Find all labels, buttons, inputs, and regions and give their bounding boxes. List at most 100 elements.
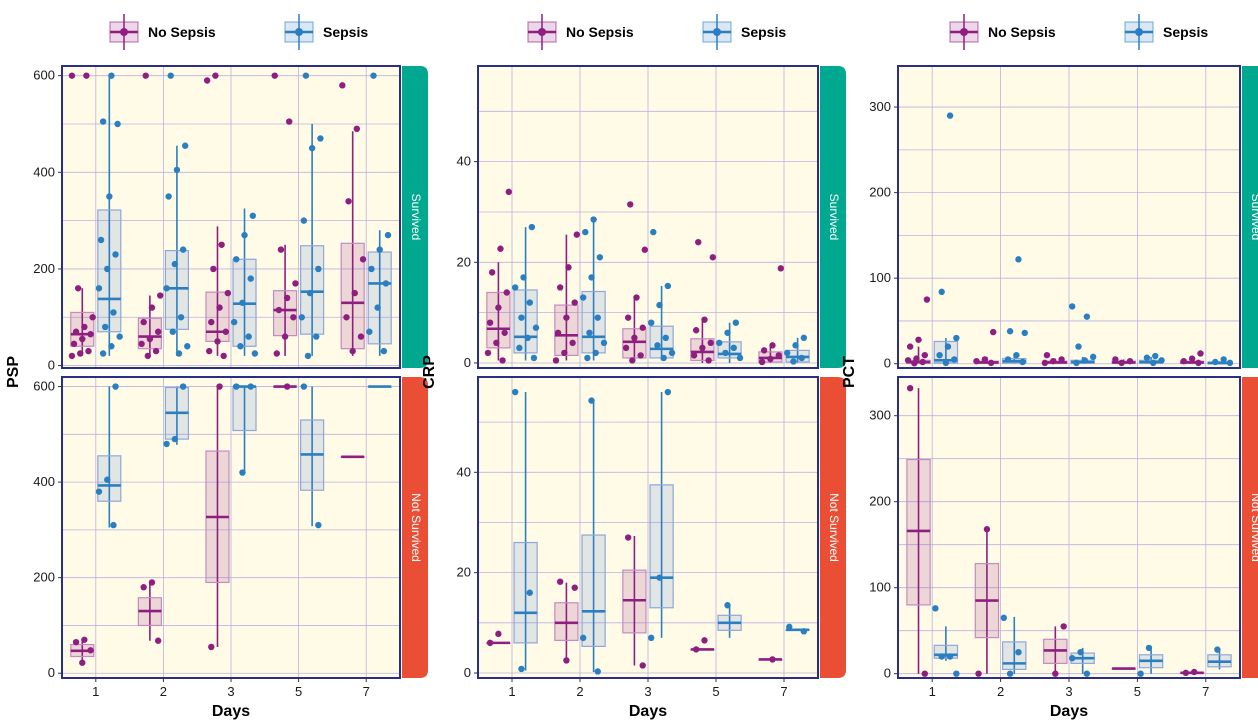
data-point [573,231,581,238]
data-point [486,639,494,647]
data-point [148,579,156,586]
data-point [239,469,246,476]
data-point [532,324,540,331]
data-point [216,383,223,390]
box-no-sepsis-day-3 [203,72,232,360]
y-tick-label: 200 [869,494,891,509]
data-point [290,314,297,321]
facet-strip-label: Survived [409,194,423,241]
data-point [292,280,299,287]
data-point [1081,357,1088,364]
data-point [1060,623,1067,630]
data-point [308,144,316,152]
data-point [140,584,147,591]
data-point [516,344,523,352]
box-no-sepsis-day-5 [1111,667,1136,670]
box-iqr [513,289,538,354]
data-point [579,634,587,642]
legend-item: Sepsis [1124,14,1208,50]
x-tick-label: 1 [92,684,99,699]
data-point [588,274,595,281]
data-point [915,336,922,343]
data-point [656,574,663,581]
data-point [938,288,945,296]
data-point [511,284,519,291]
data-point [493,339,500,347]
box-no-sepsis-day-3 [1041,351,1068,367]
legend-dot [713,28,721,36]
data-point [486,319,494,326]
x-tick-label: 7 [1202,684,1209,699]
box-sepsis-day-1 [511,388,538,673]
data-point [701,316,708,323]
data-point [569,339,576,347]
facet-not-survived: 0 100 200 300 Not Survived [869,376,1258,681]
data-point [68,352,76,360]
chart-panel-crp: No Sepsis Sepsis 0 20 40 Survived 0 20 40 Not Sur… [421,14,846,720]
data-point [777,265,785,272]
data-point [233,383,240,390]
data-point [81,323,88,331]
data-point [210,265,217,273]
data-point [167,72,174,79]
data-point [1043,351,1051,359]
box-sepsis-day-7 [367,385,392,388]
legend-item: No Sepsis [527,14,634,50]
data-point [116,333,123,340]
data-point [283,383,291,390]
y-tick-label: 40 [457,154,471,169]
data-point [154,328,162,335]
data-point [571,584,578,591]
data-point [627,201,634,208]
data-point [281,333,289,340]
data-point [1149,359,1157,367]
x-tick-label: 7 [780,684,787,699]
box-no-sepsis-day-2 [137,72,164,360]
box-sepsis-day-7 [1207,646,1232,670]
facet-strip-label: Not Survived [1249,493,1258,562]
data-point [237,343,244,350]
box-no-sepsis-day-5 [690,637,715,653]
data-point [906,343,914,350]
box-sepsis-day-3 [647,388,674,642]
facet-strip [402,66,428,368]
data-point [68,72,76,79]
data-point [1073,359,1080,367]
data-point [212,72,219,79]
data-point [203,77,211,84]
data-point [95,285,103,292]
x-axis-title: Days [1050,703,1088,720]
data-point [495,304,502,311]
data-point [518,665,525,673]
data-point [973,357,980,365]
data-point [624,534,632,541]
data-point [552,357,560,364]
data-point [692,327,700,334]
data-point [705,357,712,364]
data-point [650,228,657,236]
data-point [1019,358,1026,366]
facet-survived: 0 100 200 300 Survived [869,65,1258,371]
data-point [664,282,672,290]
data-point [343,314,350,321]
data-point [99,118,107,125]
facet-strip-label: Not Survived [827,493,841,562]
box-sepsis-day-2 [1000,614,1027,677]
data-point [138,340,145,348]
data-point [114,120,121,128]
data-point [975,670,982,677]
data-point [384,231,392,239]
data-point [1195,359,1202,367]
chart-panel-psp: No Sepsis Sepsis 0 200 400 600 Survived 0 200 400… [5,14,428,720]
data-point [662,334,669,341]
data-point [758,358,766,366]
data-point [283,294,291,302]
data-point [647,319,655,326]
data-point [520,274,527,281]
data-point [108,72,115,79]
data-point [81,636,88,643]
data-point [701,637,708,644]
box-iqr [933,644,959,659]
data-point [528,223,536,231]
facet-strip [402,377,428,678]
